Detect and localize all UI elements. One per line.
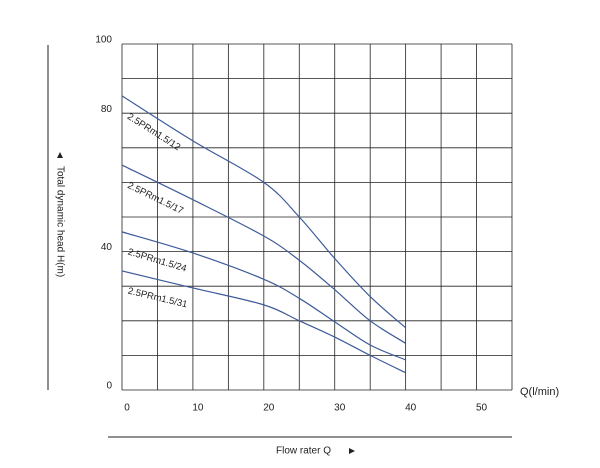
x-tick-label: 20 [263,403,275,414]
y-tick-label: 100 [95,35,112,46]
y-tick-label: 80 [101,104,113,115]
x-tick-label: 30 [334,403,346,414]
x-tick-label: 10 [192,403,204,414]
curve-label: 2.5PRm1.5/12 [125,111,182,153]
curve [121,164,406,344]
y-tick-label: 40 [101,242,113,253]
x-axis-label: Flow rater Q [276,446,331,457]
arrow [349,448,355,454]
arrow [57,152,63,158]
x-unit-label: Q(l/min) [520,386,559,398]
curve [121,270,406,374]
curve-label: 2.5PRm1.5/17 [126,180,185,217]
y-tick-label: 0 [106,381,112,392]
x-tick-label: 0 [124,403,130,414]
x-tick-label: 50 [476,403,488,414]
y-axis-label: Total dynamic head H(m) [54,166,65,277]
x-tick-label: 40 [405,403,417,414]
curve [121,231,406,361]
curve [121,95,407,329]
